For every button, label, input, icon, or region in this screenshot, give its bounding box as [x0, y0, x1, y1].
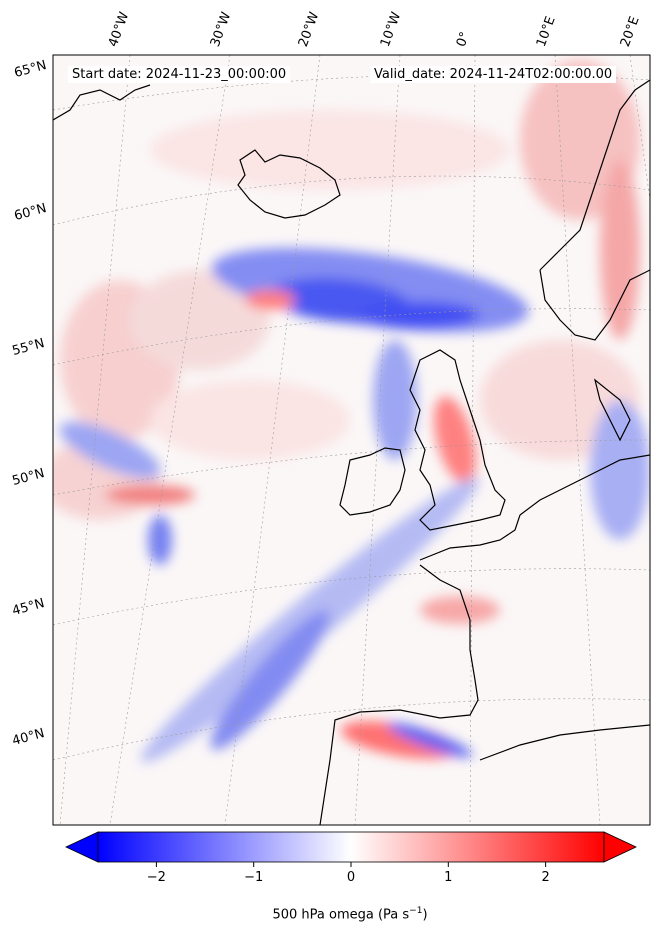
colorbar-tick-label: −1: [244, 870, 264, 885]
omega-field: [53, 55, 650, 825]
colorbar-tick-label: 2: [541, 870, 550, 885]
colorbar-extend-low: [65, 831, 99, 863]
colorbar-label-superscript: −1: [409, 906, 423, 916]
colorbar-tick-label: 1: [444, 870, 453, 885]
colorbar-extend-high: [603, 831, 637, 863]
colorbar-tick-label: −2: [146, 870, 166, 885]
colorbar-label: 500 hPa omega (Pa s: [272, 907, 410, 923]
valid-date-label: Valid_date: 2024-11-24T02:00:00.00: [370, 66, 617, 83]
colorbar: [65, 831, 637, 867]
start-date-label: Start date: 2024-11-23_00:00:00: [68, 66, 291, 83]
map-frame: [52, 54, 651, 826]
colorbar-label-end: ): [422, 907, 428, 923]
colorbar-tick-label: 0: [346, 870, 356, 885]
coastlines: [53, 79, 650, 825]
colorbar-body: [97, 831, 605, 863]
colorbar-title: 500 hPa omega (Pa s−1): [0, 906, 659, 922]
